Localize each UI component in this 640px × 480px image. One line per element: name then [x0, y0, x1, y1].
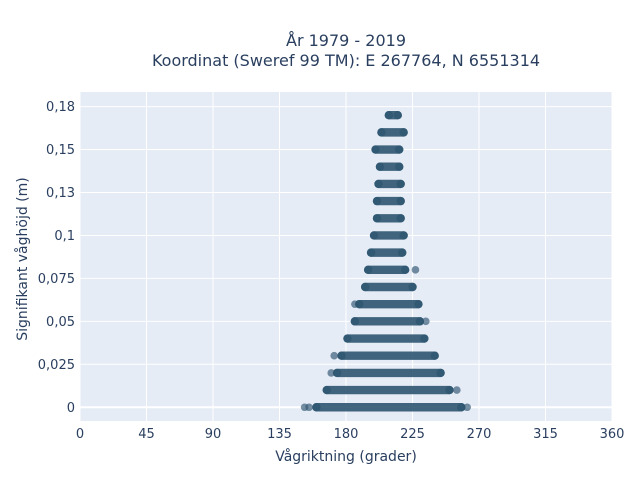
point-band — [371, 145, 404, 154]
x-tick-label: 0 — [76, 427, 84, 442]
x-tick-label: 270 — [467, 427, 492, 442]
data-point — [305, 403, 313, 412]
data-point — [361, 282, 370, 292]
x-tick-label: 45 — [138, 427, 155, 442]
data-point — [396, 214, 405, 223]
data-point — [436, 368, 445, 378]
point-band — [350, 317, 425, 326]
x-tick-label: 135 — [267, 427, 292, 442]
y-tick-label: 0,05 — [46, 315, 75, 330]
chart-title-line2: Koordinat (Sweref 99 TM): E 267764, N 65… — [152, 51, 540, 70]
x-tick-label: 315 — [533, 427, 558, 442]
data-point — [337, 351, 346, 360]
y-tick-label: 0 — [67, 401, 75, 416]
x-tick-label: 180 — [334, 427, 359, 442]
data-point — [396, 179, 405, 189]
data-point — [411, 266, 420, 274]
y-tick-label: 0,025 — [38, 358, 75, 373]
point-band — [369, 231, 408, 240]
data-point — [393, 110, 402, 120]
data-point — [363, 265, 373, 275]
data-point — [397, 248, 407, 257]
data-point — [453, 386, 461, 394]
point-band — [361, 282, 417, 292]
data-point — [350, 317, 360, 326]
data-point — [414, 299, 423, 309]
data-point — [395, 145, 404, 154]
data-points — [300, 110, 471, 412]
data-point — [415, 317, 425, 326]
point-band — [343, 334, 429, 343]
y-tick-label: 0,18 — [46, 100, 75, 115]
data-point — [457, 403, 466, 412]
point-band — [372, 196, 405, 206]
data-point — [343, 334, 352, 343]
point-band — [332, 368, 445, 378]
data-point — [375, 162, 385, 171]
data-point — [422, 317, 430, 326]
x-tick-label: 225 — [400, 427, 425, 442]
chart-title-line1: År 1979 - 2019 — [286, 31, 406, 50]
data-point — [396, 196, 405, 206]
data-point — [322, 385, 331, 395]
data-point — [332, 368, 342, 378]
gridlines — [79, 92, 613, 421]
data-point — [366, 248, 376, 257]
data-point — [399, 231, 408, 240]
point-band — [372, 214, 405, 223]
data-point — [351, 300, 359, 308]
point-band — [363, 265, 410, 275]
data-point — [395, 162, 404, 171]
y-tick-label: 0,075 — [38, 272, 75, 287]
data-point — [372, 196, 382, 206]
y-tick-label: 0,15 — [46, 143, 75, 158]
x-tick-label: 360 — [600, 427, 625, 442]
data-point — [372, 214, 382, 223]
data-point — [330, 351, 338, 360]
data-point — [369, 231, 379, 240]
x-axis-label: Vågriktning (grader) — [275, 448, 417, 465]
y-axis-label: Signifikant våghöjd (m) — [14, 177, 31, 340]
data-point — [312, 403, 321, 412]
data-point — [445, 385, 454, 395]
data-point — [420, 334, 429, 343]
point-band — [322, 385, 454, 395]
point-band — [366, 248, 407, 257]
data-point — [399, 128, 408, 137]
y-tick-label: 0,1 — [54, 229, 75, 244]
data-point — [463, 403, 471, 412]
data-point — [371, 145, 380, 154]
point-band — [337, 351, 439, 360]
data-point — [430, 351, 439, 360]
y-tick-label: 0,13 — [46, 186, 75, 201]
data-point — [377, 128, 386, 137]
data-point — [408, 282, 417, 292]
data-point — [400, 265, 410, 275]
x-tick-label: 90 — [205, 427, 222, 442]
data-point — [374, 179, 383, 189]
point-band — [355, 299, 423, 309]
data-point — [327, 369, 336, 377]
data-point — [384, 110, 394, 120]
x-axis-ticks: 0 45 90 135 180 225 270 315 360 — [76, 427, 625, 442]
point-band — [312, 403, 466, 412]
y-axis-ticks: 0 0,025 0,05 0,075 0,1 0,13 0,15 0,18 — [38, 100, 75, 416]
